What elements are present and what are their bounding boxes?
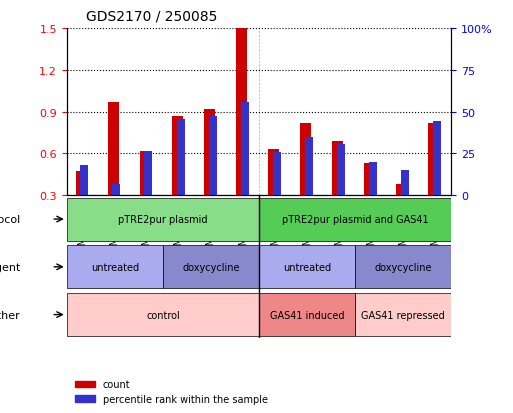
Bar [259, 29, 291, 196]
FancyBboxPatch shape [259, 198, 451, 241]
Bar [332, 142, 343, 196]
Bar [227, 29, 259, 196]
Bar [305, 137, 313, 196]
Text: other: other [0, 310, 21, 320]
Bar [420, 29, 451, 196]
Text: GAS41 repressed: GAS41 repressed [362, 310, 445, 320]
FancyBboxPatch shape [355, 293, 451, 336]
FancyBboxPatch shape [163, 246, 259, 289]
Bar [112, 185, 121, 196]
FancyBboxPatch shape [259, 246, 355, 289]
Bar [163, 29, 195, 196]
Bar [195, 29, 227, 196]
Text: agent: agent [0, 262, 21, 272]
Text: GAS41 induced: GAS41 induced [270, 310, 344, 320]
Bar [401, 171, 409, 196]
Bar [236, 29, 247, 196]
Text: control: control [146, 310, 180, 320]
Bar [337, 144, 345, 196]
Text: doxycycline: doxycycline [374, 262, 432, 272]
Bar [273, 153, 281, 196]
Bar [291, 29, 323, 196]
Bar [323, 29, 355, 196]
Text: pTRE2pur plasmid: pTRE2pur plasmid [118, 214, 208, 225]
Bar [369, 162, 377, 196]
Bar [428, 123, 440, 196]
FancyBboxPatch shape [67, 198, 259, 241]
Text: doxycycline: doxycycline [182, 262, 240, 272]
Bar [204, 109, 215, 196]
Bar [131, 29, 163, 196]
Bar [108, 102, 119, 196]
Text: untreated: untreated [283, 262, 331, 272]
Bar [433, 122, 441, 196]
Bar [145, 151, 152, 196]
Bar [98, 29, 131, 196]
Bar [241, 102, 249, 196]
FancyBboxPatch shape [259, 293, 355, 336]
Bar [172, 116, 183, 196]
Text: untreated: untreated [91, 262, 139, 272]
Bar [364, 164, 376, 196]
FancyBboxPatch shape [355, 246, 451, 289]
Bar [75, 172, 87, 196]
Bar [355, 29, 387, 196]
Bar [67, 29, 98, 196]
Text: pTRE2pur plasmid and GAS41: pTRE2pur plasmid and GAS41 [282, 214, 428, 225]
FancyBboxPatch shape [67, 293, 259, 336]
Text: GDS2170 / 250085: GDS2170 / 250085 [86, 9, 218, 24]
Bar [387, 29, 420, 196]
Bar [176, 119, 185, 196]
FancyBboxPatch shape [67, 246, 163, 289]
Bar [209, 116, 216, 196]
Bar [396, 185, 407, 196]
Bar [140, 151, 151, 196]
Text: protocol: protocol [0, 214, 21, 225]
Bar [268, 150, 279, 196]
Bar [300, 123, 311, 196]
Bar [81, 165, 88, 196]
Legend: count, percentile rank within the sample: count, percentile rank within the sample [71, 375, 271, 408]
